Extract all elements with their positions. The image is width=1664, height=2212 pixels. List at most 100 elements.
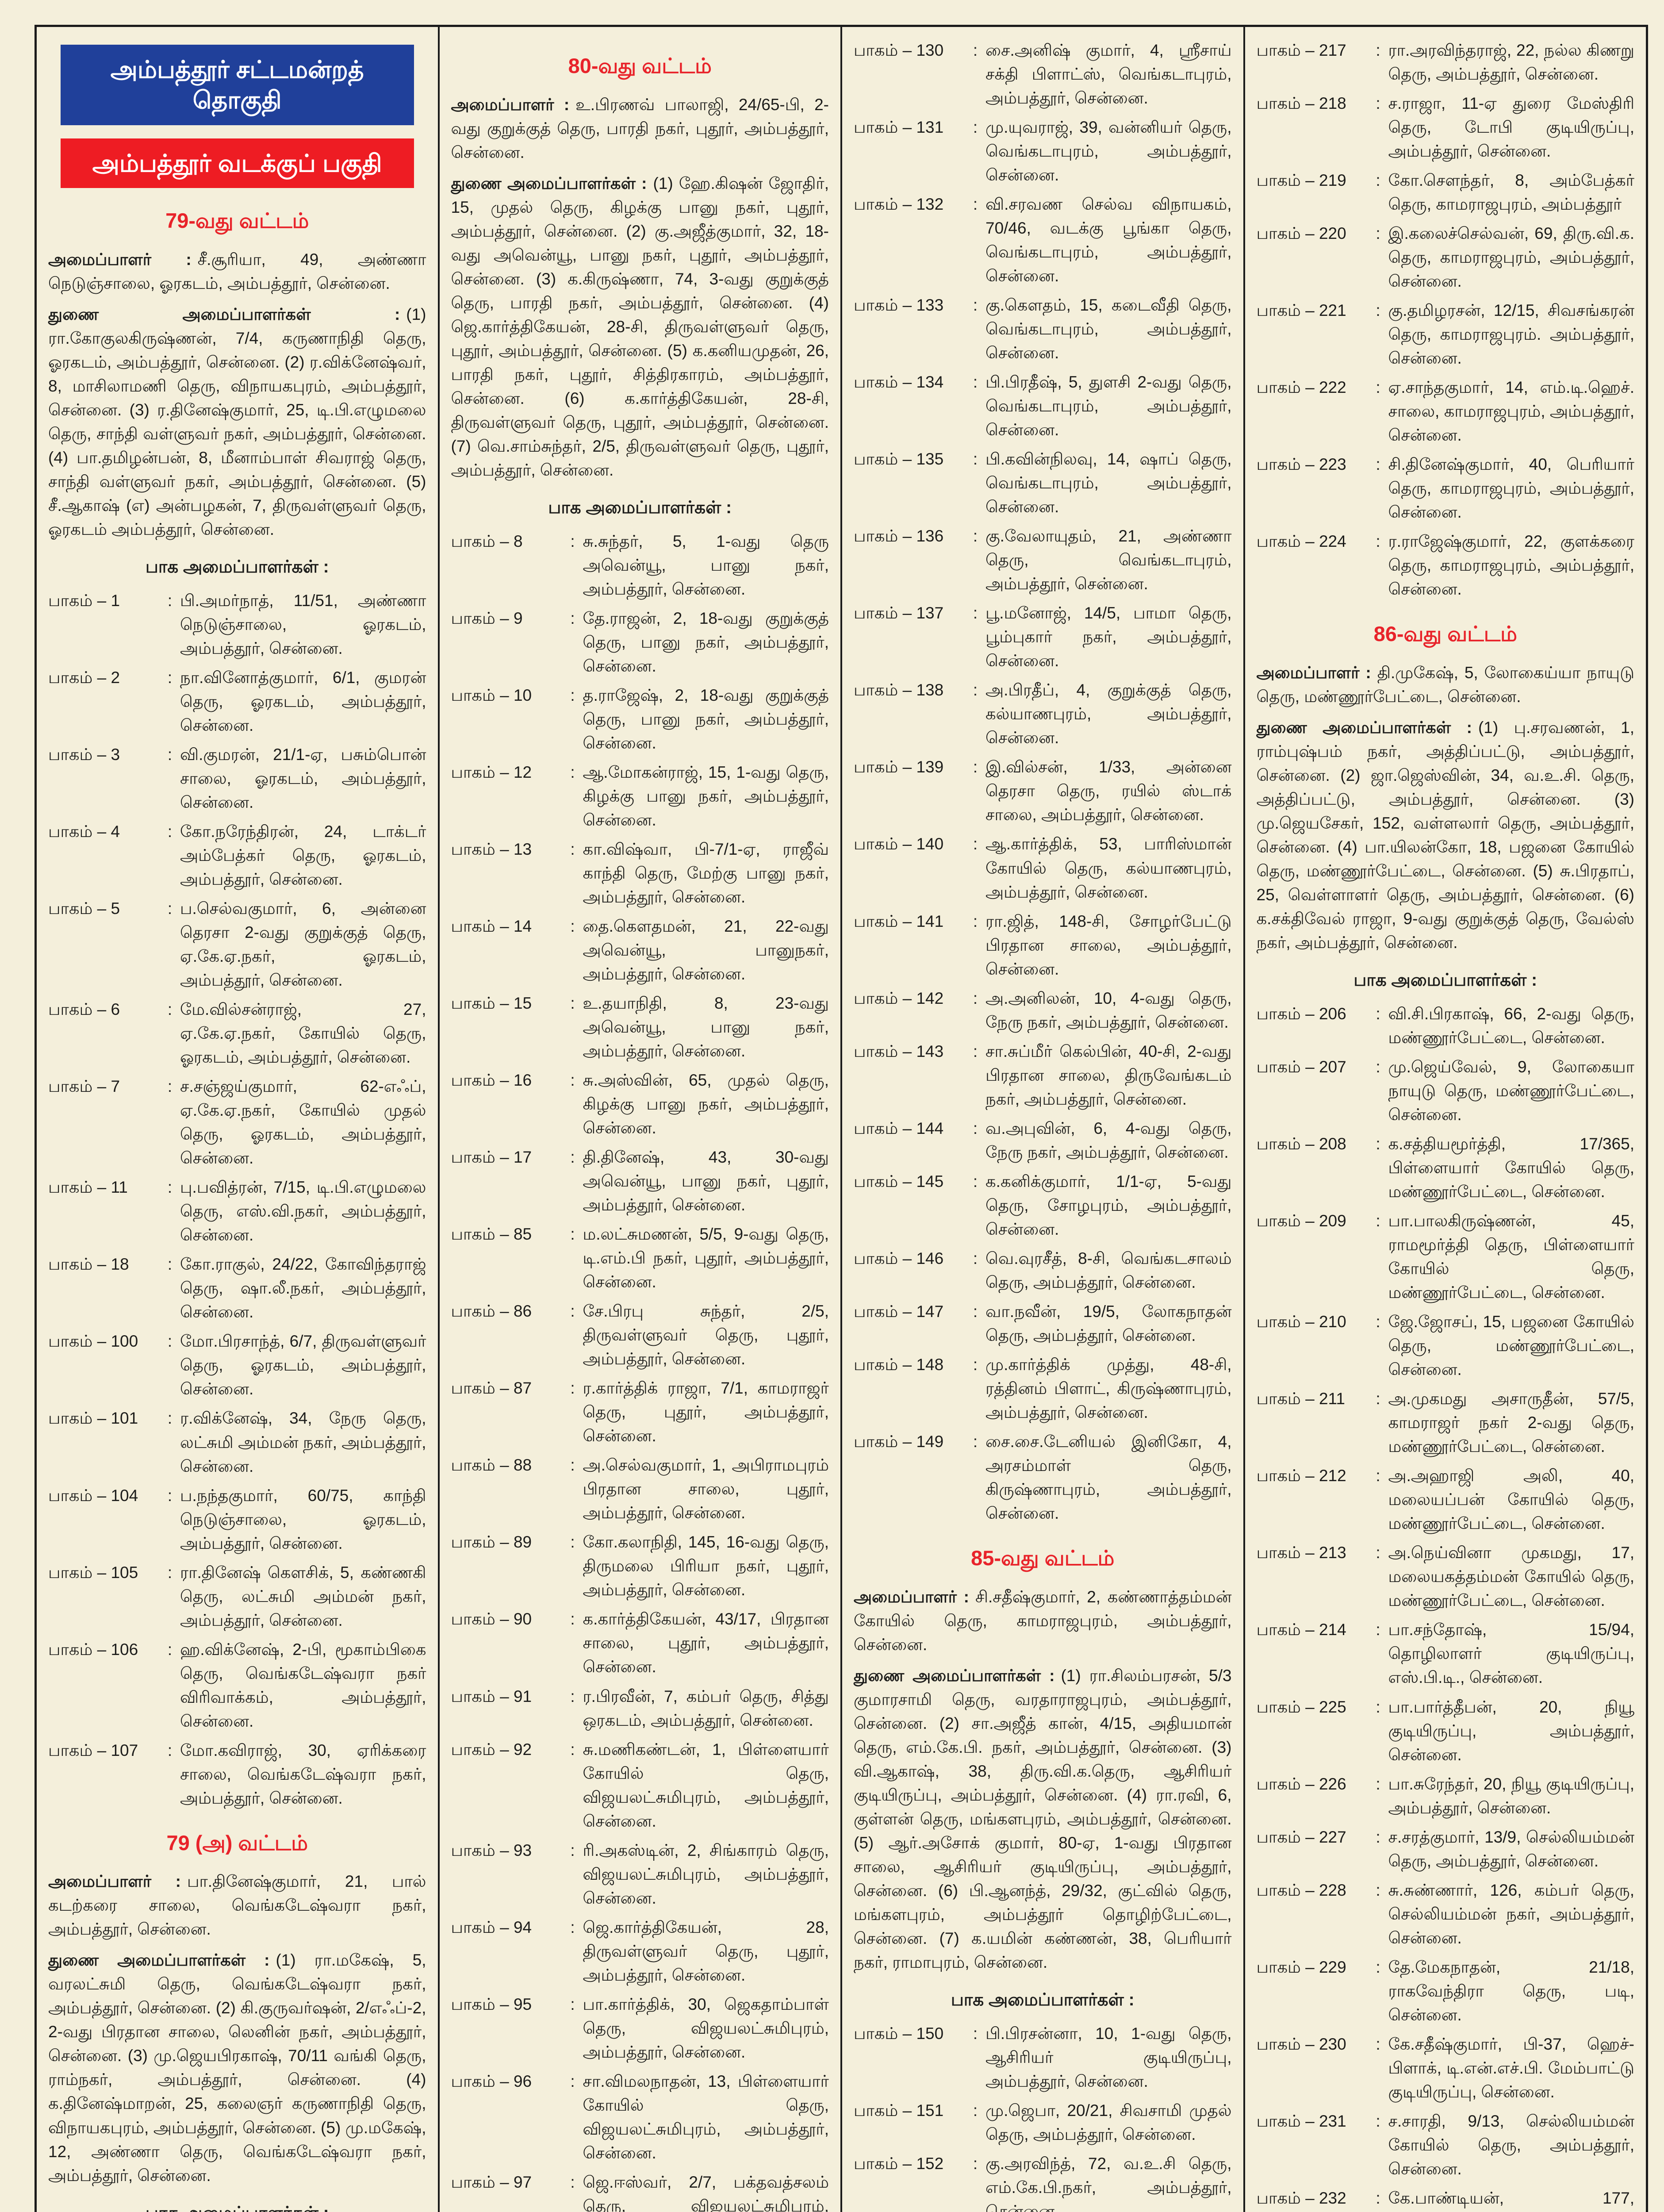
officer-paragraph: அமைப்பாளர் : உ.பிரணவ் பாலாஜி, 24/65-பி, 2… — [451, 93, 829, 165]
colon-separator: : — [570, 2072, 575, 2090]
colon-separator: : — [1376, 1135, 1380, 1153]
part-entry: பாகம் – 218: ச.ராஜா, 11-ஏ துரை மேஸ்திரி த… — [1257, 92, 1635, 163]
part-number: பாகம் – 134 — [854, 373, 944, 392]
ward-heading: 86-வது வட்டம் — [1373, 622, 1517, 646]
colon-separator: : — [570, 1533, 575, 1551]
part-officer-text: வி.சி.பிரகாஷ், 66, 2-வது தெரு, மண்ணூர்பே… — [1388, 1005, 1635, 1047]
part-officer-text: சை.சை.டேனியல் இனிகோ, 4, அரசம்மாள் தெரு, … — [985, 1432, 1232, 1522]
part-officer-text: ப.நந்தகுமார், 60/75, காந்தி நெடுஞ்சாலை, … — [180, 1486, 426, 1552]
officer-role-label: அமைப்பாளர் : — [48, 1872, 181, 1891]
part-number: பாகம் – 100 — [48, 1332, 138, 1351]
part-number: பாகம் – 94 — [451, 1918, 532, 1936]
part-number: பாகம் – 88 — [451, 1456, 532, 1475]
part-entry: பாகம் – 6: மே.வில்சன்ராஜ், 27, ஏ.கே.ஏ.நகர… — [48, 998, 426, 1069]
colon-separator: : — [1376, 1881, 1380, 1899]
part-number: பாகம் – 143 — [854, 1042, 944, 1060]
officer-details-text: (1) ஹே.கிஷன் ஜோதிர், 15, முதல் தெரு, கிழ… — [451, 174, 829, 479]
page-border: அம்பத்தூர் சட்டமன்றத் தொகுதி அம்பத்தூர் வ… — [35, 25, 1648, 2212]
part-entry: பாகம் – 101: ர.விக்னேஷ், 34, நேரு தெரு, ல… — [48, 1406, 426, 1478]
part-number: பாகம் – 91 — [451, 1687, 532, 1705]
part-number: பாகம் – 230 — [1256, 2035, 1346, 2053]
officer-details-text: சி.சதீஷ்குமார், 2, கண்ணாத்தம்மன் கோயில் … — [854, 1587, 1232, 1654]
colon-separator: : — [570, 2173, 575, 2191]
part-number: பாகம் – 12 — [451, 763, 532, 781]
part-officer-text: இ.வில்சன், 1/33, அன்னை தெரசா தெரு, ரயில்… — [985, 758, 1232, 824]
part-officer-text: ர.பிரவீன், 7, கம்பர் தெரு, சித்து ஒரகடம்… — [583, 1687, 829, 1729]
part-officer-text: ச.ராஜா, 11-ஏ துரை மேஸ்திரி தெரு, டோபி கு… — [1388, 94, 1635, 161]
part-officer-text: ச.சரத்குமார், 13/9, செல்லியம்மன் தெரு, அ… — [1388, 1828, 1635, 1870]
colon-separator: : — [167, 745, 173, 764]
part-entry: பாகம் – 221: கு.தமிழரசன், 12/15, சிவசங்கர… — [1257, 299, 1635, 370]
part-officer-text: பா.கார்த்திக், 30, ஜெகதாம்பாள் தெரு, விஜ… — [583, 1995, 829, 2061]
part-entry: பாகம் – 150: பி.பிரசன்னா, 10, 1-வது தெரு,… — [854, 2022, 1232, 2093]
colon-separator: : — [1376, 171, 1380, 190]
part-entry: பாகம் – 93: ரி.அகஸ்டின், 2, சிங்காரம் தெர… — [451, 1839, 829, 1910]
colon-separator: : — [973, 758, 978, 776]
colon-separator: : — [167, 1741, 173, 1759]
officer-paragraph: துணை அமைப்பாளர்கள் : (1) ரா.சிலம்பரசன், 5… — [854, 1664, 1232, 1974]
colon-separator: : — [167, 1000, 173, 1019]
part-number: பாகம் – 142 — [854, 989, 944, 1007]
colon-separator: : — [167, 1077, 173, 1096]
colon-separator: : — [1376, 1005, 1380, 1023]
officer-role-label: அமைப்பாளர் : — [1256, 663, 1371, 682]
part-number: பாகம் – 138 — [854, 681, 944, 699]
part-entry: பாகம் – 213: அ.நெய்வினா முகமது, 17, மலையக… — [1257, 1541, 1635, 1613]
colon-separator: : — [167, 591, 173, 610]
part-number: பாகம் – 149 — [854, 1432, 944, 1451]
officer-details-text: உ.பிரணவ் பாலாஜி, 24/65-பி, 2-வது குறுக்க… — [451, 95, 829, 161]
part-officer-text: பா.பாலகிருஷ்ணன், 45, ராமமூர்த்தி தெரு, ப… — [1388, 1212, 1635, 1302]
colon-separator: : — [973, 296, 978, 315]
part-number: பாகம் – 232 — [1256, 2189, 1346, 2207]
part-number: பாகம் – 224 — [1256, 532, 1346, 551]
part-officer-text: இ.கலைச்செல்வன், 69, திரு.வி.க. தெரு, காம… — [1388, 224, 1635, 291]
ward-heading: 85-வது வட்டம் — [971, 1546, 1115, 1570]
part-officer-text: தை.கௌதமன், 21, 22-வது அவென்யூ, பானுநகர்,… — [583, 917, 829, 983]
part-entry: பாகம் – 206: வி.சி.பிரகாஷ், 66, 2-வது தெர… — [1257, 1002, 1635, 1050]
part-officer-text: ஆ.மோகன்ராஜ், 15, 1-வது தெரு, கிழக்கு பான… — [583, 763, 829, 829]
region-banner-blue: அம்பத்தூர் சட்டமன்றத் தொகுதி — [61, 45, 414, 125]
part-officer-text: ஆ.கார்த்திக், 53, பாரிஸ்மான் கோயில் தெரு… — [985, 835, 1232, 901]
part-organizers-heading: பாக அமைப்பாளர்கள் : — [951, 1990, 1135, 2009]
officer-role-label: துணை அமைப்பாளர்கள் : — [451, 174, 647, 192]
part-number: பாகம் – 11 — [48, 1178, 128, 1197]
part-officer-text: க.சத்தியமூர்த்தி, 17/365, பிள்ளையார் கோய… — [1388, 1135, 1635, 1201]
part-number: பாகம் – 218 — [1256, 94, 1346, 113]
colon-separator: : — [973, 1355, 978, 1374]
part-number: பாகம் – 150 — [854, 2024, 944, 2043]
part-entry: பாகம் – 138: அ.பிரதீப், 4, குறுக்குத் தெர… — [854, 678, 1232, 750]
part-officer-text: மே.வில்சன்ராஜ், 27, ஏ.கே.ஏ.நகர், கோயில் … — [180, 1000, 426, 1067]
part-entry: பாகம் – 5: ப.செல்வகுமார், 6, அன்னை தெரசா … — [48, 897, 426, 992]
colon-separator: : — [570, 609, 575, 627]
officer-details-text: (1) பு.சரவணன், 1, ராம்புஷ்பம் நகர், அத்த… — [1256, 718, 1635, 952]
part-entry: பாகம் – 15: உ.தயாநிதி, 8, 23-வது அவென்யூ,… — [451, 991, 829, 1063]
colon-separator: : — [973, 1249, 978, 1267]
colon-separator: : — [973, 1302, 978, 1321]
part-officer-text: ரா.அரவிந்தராஜ், 22, நல்ல கிணறு தெரு, அம்… — [1388, 41, 1635, 84]
part-officer-text: க.கனிக்குமார், 1/1-ஏ, 5-வது தெரு, சோழபுர… — [985, 1172, 1232, 1238]
part-officer-text: பூ.மனோஜ், 14/5, பாமா தெரு, பூம்புகார் நக… — [985, 604, 1232, 670]
colon-separator: : — [570, 1302, 575, 1321]
part-number: பாகம் – 209 — [1256, 1212, 1346, 1230]
part-entry: பாகம் – 209: பா.பாலகிருஷ்ணன், 45, ராமமூர்… — [1257, 1209, 1635, 1305]
colon-separator: : — [1376, 1467, 1380, 1485]
officer-paragraph: துணை அமைப்பாளர்கள் : (1) பு.சரவணன், 1, ரா… — [1257, 716, 1635, 955]
colon-separator: : — [167, 1409, 173, 1428]
part-officer-text: கு.அரவிந்த், 72, வ.உ.சி தெரு, எம்.கே.பி.… — [985, 2154, 1232, 2212]
part-officer-text: கோ.கலாநிதி, 145, 16-வது தெரு, திருமலை பி… — [583, 1533, 829, 1599]
part-officer-text: அ.நெய்வினா முகமது, 17, மலையகத்தம்மன் கோய… — [1388, 1544, 1635, 1610]
part-entry: பாகம் – 4: கோ.நரேந்திரன், 24, டாக்டர் அம்… — [48, 820, 426, 891]
part-entry: பாகம் – 90: க.கார்த்திகேயன், 43/17, பிரதா… — [451, 1607, 829, 1679]
part-officer-text: கோ.சௌந்தர், 8, அம்பேத்கர் தெரு, காமராஜபு… — [1388, 171, 1635, 214]
colon-separator: : — [570, 840, 575, 858]
colon-separator: : — [1376, 1828, 1380, 1846]
colon-separator: : — [1376, 1313, 1380, 1331]
part-officer-text: ர.ராஜேஷ்குமார், 22, குளக்கரை தெரு, காமரா… — [1388, 532, 1635, 599]
colon-separator: : — [167, 1332, 173, 1351]
part-number: பாகம் – 214 — [1256, 1621, 1346, 1639]
part-entry: பாகம் – 1: பி.அமர்நாத், 11/51, அண்ணா நெடு… — [48, 589, 426, 661]
part-number: பாகம் – 97 — [451, 2173, 532, 2191]
colon-separator: : — [1376, 41, 1380, 59]
part-officer-text: வி.சரவண செல்வ விநாயகம், 70/46, வடக்கு பூ… — [985, 195, 1232, 285]
part-number: பாகம் – 107 — [48, 1741, 138, 1759]
